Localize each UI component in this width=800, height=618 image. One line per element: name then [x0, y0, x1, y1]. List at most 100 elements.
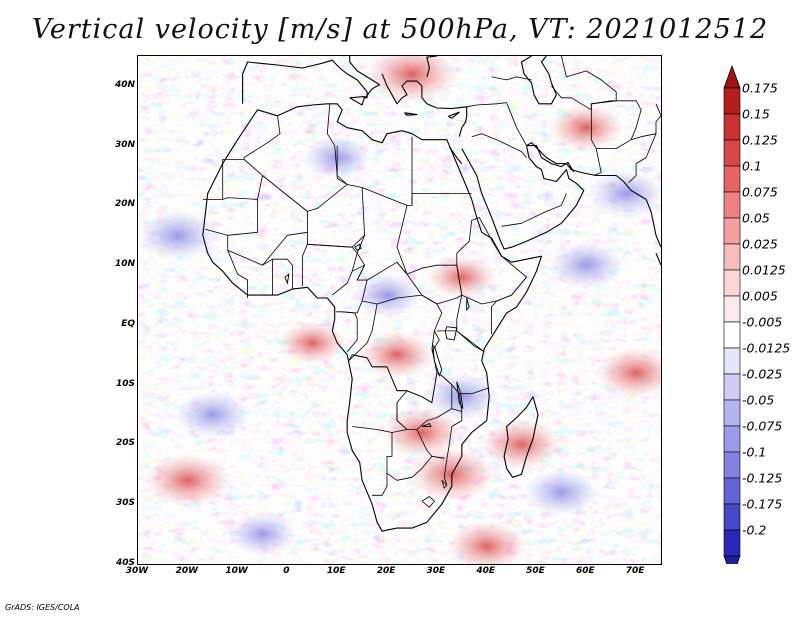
- nigeria: [302, 243, 358, 296]
- colorbar-level-label: -0.125: [742, 470, 783, 486]
- tanzania-kenya: [436, 295, 485, 353]
- persian-gulf: [526, 145, 575, 173]
- saudi-yemen: [501, 193, 567, 227]
- colorbar-level-label: -0.0125: [742, 340, 791, 356]
- colorbar-swatch: [723, 347, 741, 375]
- chad: [356, 205, 408, 281]
- africa-coast: [202, 103, 543, 532]
- middle-east: [466, 102, 527, 146]
- egypt-sudan: [411, 193, 472, 206]
- colorbar-swatch: [723, 191, 741, 219]
- black-sea: [426, 56, 437, 78]
- saudi: [471, 133, 527, 158]
- lake-chad: [354, 243, 362, 251]
- red-sea-west: [448, 146, 463, 164]
- upward-velocity-anomaly-9: [446, 521, 527, 564]
- colorbar-swatch: [723, 399, 741, 427]
- lon-tick-label: 60E: [575, 566, 595, 576]
- downward-velocity-anomaly-19: [228, 512, 297, 556]
- upward-velocity-anomaly-4: [596, 347, 661, 398]
- lat-tick-label: 30S: [115, 498, 135, 509]
- colorbar-level-label: 0.0125: [742, 262, 786, 278]
- colorbar-swatch: [723, 113, 741, 141]
- colorbar-level-label: 0.05: [742, 210, 770, 226]
- mauritania: [205, 197, 258, 236]
- lake-turkana: [466, 297, 470, 312]
- upward-velocity-anomaly-3: [481, 419, 562, 470]
- lat-tick-label: 30N: [114, 139, 135, 150]
- colorbar-swatch: [723, 425, 741, 453]
- upward-velocity-anomaly-8: [144, 453, 231, 507]
- lake-victoria: [444, 326, 458, 341]
- western-sahara: [202, 159, 245, 200]
- madagascar: [503, 396, 539, 478]
- botswana-sa: [386, 456, 445, 481]
- colorbar-swatch: [723, 373, 741, 401]
- chart-title: Vertical velocity [m/s] at 500hPa, VT: 2…: [31, 14, 769, 45]
- lesotho: [421, 496, 435, 508]
- pakistan-india: [628, 133, 657, 183]
- guinea: [227, 250, 248, 298]
- downward-velocity-anomaly-18: [589, 170, 661, 217]
- caucasus: [491, 76, 532, 81]
- lake-volta: [284, 273, 290, 285]
- lon-tick-label: 10W: [225, 566, 248, 576]
- colorbar-swatch: [723, 165, 741, 193]
- colorbar-swatch: [723, 217, 741, 245]
- lat-tick-label: 10S: [115, 378, 135, 389]
- sicily: [349, 96, 366, 106]
- lon-tick-label: 70E: [625, 566, 645, 576]
- colorbar-swatch: [723, 243, 741, 271]
- lon-tick-label: 40E: [476, 566, 495, 576]
- colorbar-level-label: 0.005: [742, 288, 778, 304]
- grads-credit: GrADS: IGES/COLA: [5, 603, 80, 612]
- colorbar-level-label: -0.075: [742, 418, 783, 434]
- colorbar-swatch: [723, 139, 741, 167]
- sri-india: [655, 252, 661, 266]
- colorbar-level-label: -0.2: [742, 522, 767, 538]
- lon-tick-label: 0: [283, 566, 290, 576]
- colorbar-level-label: 0.15: [742, 106, 770, 122]
- upward-velocity-anomaly-0: [381, 407, 462, 458]
- morocco-algeria: [243, 115, 281, 160]
- colorbar-swatch: [723, 87, 741, 115]
- downward-velocity-anomaly-16: [524, 469, 599, 516]
- crete: [404, 112, 418, 116]
- map-panel: [137, 55, 662, 565]
- colorbar-swatch: [723, 503, 741, 531]
- pakistan: [630, 103, 661, 141]
- colorbar-level-label: -0.05: [742, 392, 775, 408]
- lake-malawi: [456, 381, 464, 409]
- vertical-velocity-field-map: [138, 56, 661, 564]
- somalia: [491, 276, 527, 334]
- lon-tick-label: 20E: [376, 566, 396, 576]
- colorbar-level-label: -0.175: [742, 496, 783, 512]
- colorbar-level-label: 0.025: [742, 236, 778, 252]
- lat-tick-label: 10N: [114, 259, 135, 270]
- downward-velocity-anomaly-14: [424, 373, 499, 420]
- upward-velocity-anomaly-1: [360, 331, 435, 378]
- balkans-turkey: [381, 73, 468, 137]
- lat-tick-label: 40S: [115, 558, 135, 568]
- colorbar-top-arrow: [723, 64, 741, 89]
- angola: [352, 354, 408, 433]
- colorbar-swatch: [723, 295, 741, 323]
- upward-velocity-anomaly-7: [427, 255, 496, 299]
- car: [362, 294, 422, 305]
- colorbar-level-label: -0.005: [742, 314, 783, 330]
- eswatini: [441, 480, 448, 489]
- colorbar-level-label: 0.175: [742, 80, 778, 96]
- colorbar-level-label: -0.1: [742, 444, 767, 460]
- mozambique: [443, 408, 463, 486]
- lake-tanganyika: [432, 344, 443, 377]
- lat-tick-label: 20N: [114, 199, 135, 210]
- downward-velocity-anomaly-13: [175, 391, 250, 438]
- upward-velocity-anomaly-6: [365, 56, 458, 103]
- europe-coast: [242, 56, 381, 104]
- turkmenistan: [551, 56, 617, 111]
- colorbar-level-label: 0.075: [742, 184, 778, 200]
- colorbar-level-label: -0.025: [742, 366, 783, 382]
- lat-tick-label: 20S: [115, 438, 135, 449]
- downward-velocity-anomaly-15: [549, 242, 624, 289]
- downward-velocity-anomaly-17: [353, 273, 422, 317]
